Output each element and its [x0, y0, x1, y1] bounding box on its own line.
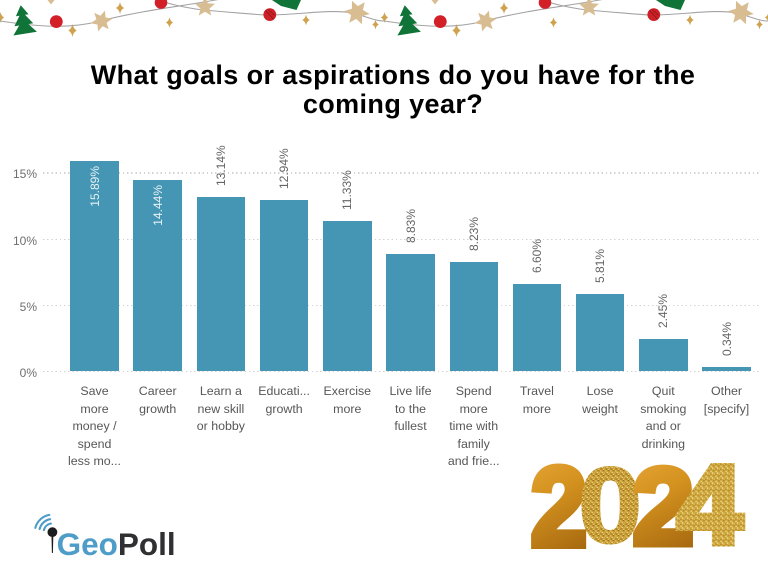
svg-text:4: 4: [677, 443, 742, 560]
svg-text:GeoPoll: GeoPoll: [57, 526, 176, 562]
svg-text:2: 2: [633, 446, 694, 560]
svg-text:2: 2: [531, 444, 587, 560]
svg-text:0: 0: [579, 445, 642, 560]
